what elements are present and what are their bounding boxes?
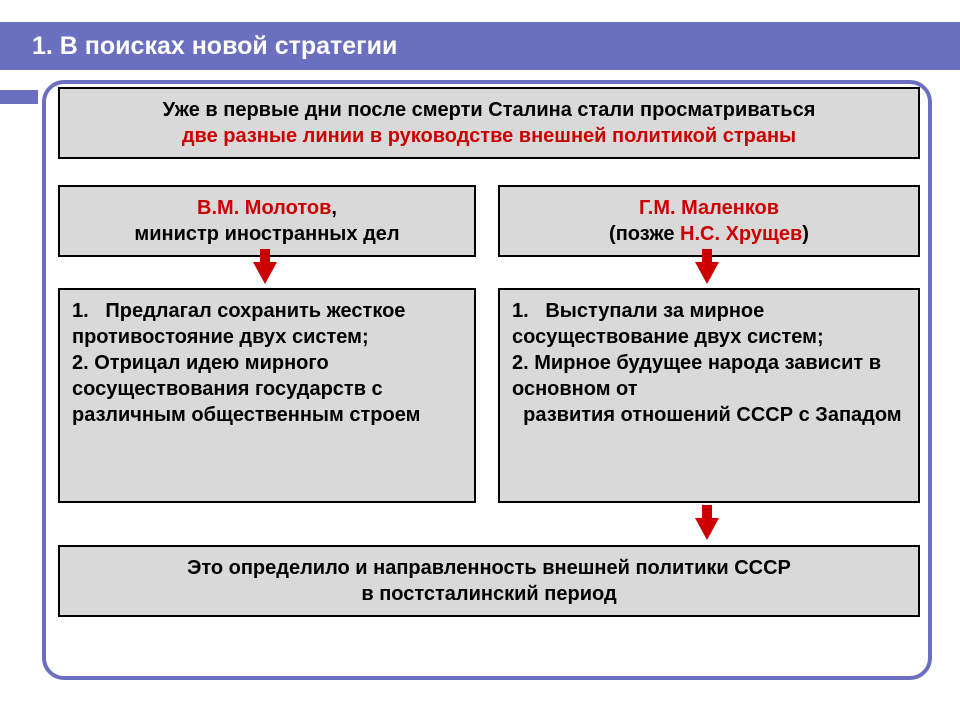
conclusion-box: Это определило и направленность внешней … bbox=[58, 545, 920, 617]
right-person-name1: Г.М. Маленков bbox=[639, 197, 779, 219]
intro-box: Уже в первые дни после смерти Сталина ст… bbox=[58, 87, 920, 159]
right-points-text: 1. Выступали за мирное сосуществование д… bbox=[512, 300, 902, 426]
conclusion-line2: в постсталинский период bbox=[361, 583, 616, 605]
arrow-stem-3 bbox=[702, 505, 712, 519]
arrow-stem-2 bbox=[702, 249, 712, 263]
header-band: 1. В поисках новой стратегии bbox=[0, 22, 960, 70]
right-paren-close: ) bbox=[802, 223, 809, 245]
left-person-comma: , bbox=[331, 197, 337, 219]
right-person-name2: Н.С. Хрущев bbox=[680, 223, 802, 245]
right-points-box: 1. Выступали за мирное сосуществование д… bbox=[498, 288, 920, 503]
left-person-name: В.М. Молотов bbox=[197, 197, 331, 219]
side-accent-bar bbox=[0, 90, 38, 104]
left-person-role: министр иностранных дел bbox=[134, 223, 399, 245]
page-title: 1. В поисках новой стратегии bbox=[32, 32, 397, 61]
arrow-down-icon bbox=[695, 262, 719, 284]
right-paren-open: (позже bbox=[609, 223, 680, 245]
left-points-text: 1. Предлагал сохранить жесткое противост… bbox=[72, 300, 420, 426]
left-person-box: В.М. Молотов, министр иностранных дел bbox=[58, 185, 476, 257]
conclusion-line1: Это определило и направленность внешней … bbox=[187, 557, 791, 579]
arrow-down-icon bbox=[695, 518, 719, 540]
arrow-down-icon bbox=[253, 262, 277, 284]
right-person-box: Г.М. Маленков (позже Н.С. Хрущев) bbox=[498, 185, 920, 257]
arrow-stem-1 bbox=[260, 249, 270, 263]
intro-line2: две разные линии в руководстве внешней п… bbox=[182, 125, 796, 147]
intro-line1: Уже в первые дни после смерти Сталина ст… bbox=[163, 99, 816, 121]
left-points-box: 1. Предлагал сохранить жесткое противост… bbox=[58, 288, 476, 503]
